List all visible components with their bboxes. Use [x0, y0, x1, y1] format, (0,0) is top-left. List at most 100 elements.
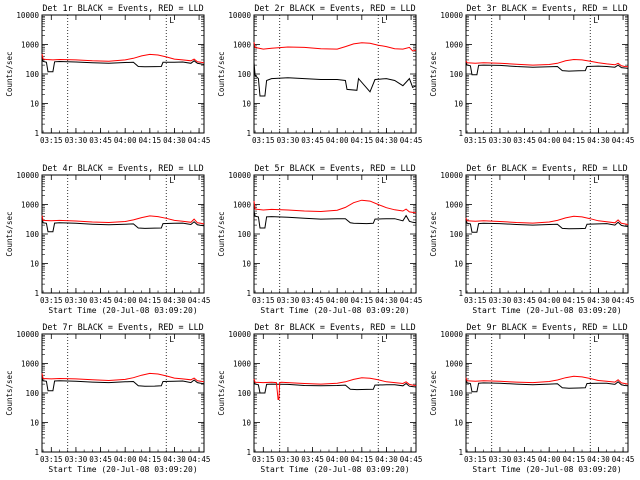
- x-tick-label: 04:15: [563, 136, 586, 145]
- y-tick-label: 100: [25, 389, 39, 398]
- y-tick-label: 100: [449, 70, 463, 79]
- x-axis-label: Start Time (20-Jul-08 03:09:20): [48, 306, 197, 315]
- x-tick-label: 03:30: [277, 296, 300, 305]
- events-series-line: [465, 379, 629, 393]
- y-tick-label: 10000: [228, 11, 251, 20]
- y-tick-label: 10000: [16, 330, 39, 339]
- x-tick-label: 04:30: [375, 136, 398, 145]
- y-axis-label: Counts/sec: [429, 51, 438, 96]
- y-axis-label: Counts/sec: [217, 211, 226, 256]
- x-axis-label: Start Time (20-Jul-08 03:09:20): [472, 306, 621, 315]
- x-axis-label: Start Time (20-Jul-08 03:09:20): [48, 465, 197, 474]
- y-tick-label: 1000: [233, 201, 252, 210]
- x-tick-label: 04:30: [163, 136, 186, 145]
- plot-frame: [465, 333, 629, 453]
- lld-marker: L: [593, 335, 598, 344]
- x-tick-label: 03:15: [464, 455, 487, 464]
- panel-title: Det 3r BLACK = Events, RED = LLD: [466, 3, 627, 13]
- lld-series-line: [41, 372, 205, 383]
- y-tick-label: 10000: [16, 11, 39, 20]
- x-tick-label: 04:30: [587, 136, 610, 145]
- x-tick-label: 03:45: [89, 455, 112, 464]
- x-tick-label: 04:45: [400, 136, 423, 145]
- plot-frame: [465, 174, 629, 294]
- plot-frame: [253, 333, 417, 453]
- x-tick-label: 03:15: [464, 296, 487, 305]
- panel-det-7: Det 7r BLACK = Events, RED = LLD 1 10 100 10…: [5, 322, 210, 474]
- y-tick-label: 100: [237, 70, 251, 79]
- x-tick-label: 03:45: [89, 296, 112, 305]
- panel-title: Det 6r BLACK = Events, RED = LLD: [466, 163, 627, 173]
- x-tick-label: 04:45: [188, 455, 211, 464]
- lld-series-line: [253, 377, 417, 400]
- panel-det-4: Det 4r BLACK = Events, RED = LLD 1 10 100 10…: [5, 163, 210, 315]
- plot-frame: [41, 174, 205, 294]
- y-tick-label: 10: [454, 419, 464, 428]
- y-tick-label: 1: [246, 129, 251, 138]
- panel-title: Det 7r BLACK = Events, RED = LLD: [42, 322, 203, 332]
- y-axis-label: Counts/sec: [5, 51, 14, 96]
- plot-frame: [41, 14, 205, 134]
- x-tick-label: 03:15: [464, 136, 487, 145]
- panel-det-9: Det 9r BLACK = Events, RED = LLD 1 10 100 10…: [429, 322, 634, 474]
- y-axis-label: Counts/sec: [217, 51, 226, 96]
- x-tick-label: 04:00: [326, 455, 349, 464]
- panel-title: Det 2r BLACK = Events, RED = LLD: [254, 3, 415, 13]
- events-series-line: [41, 56, 205, 73]
- y-tick-label: 10000: [228, 171, 251, 180]
- y-tick-label: 1000: [21, 41, 40, 50]
- y-tick-label: 100: [237, 230, 251, 239]
- y-tick-label: 10000: [228, 330, 251, 339]
- panel-det-6: Det 6r BLACK = Events, RED = LLD 1 10 100 10…: [429, 163, 634, 315]
- y-tick-label: 100: [237, 389, 251, 398]
- lld-marker: L: [381, 16, 386, 25]
- x-tick-label: 04:15: [563, 455, 586, 464]
- panel-title: Det 8r BLACK = Events, RED = LLD: [254, 322, 415, 332]
- y-axis-label: Counts/sec: [5, 211, 14, 256]
- y-tick-label: 1: [34, 129, 39, 138]
- y-tick-label: 100: [25, 230, 39, 239]
- x-tick-label: 04:00: [538, 455, 561, 464]
- x-tick-label: 04:45: [188, 136, 211, 145]
- lld-marker: L: [381, 335, 386, 344]
- x-tick-label: 04:15: [139, 455, 162, 464]
- panel-det-3: Det 3r BLACK = Events, RED = LLD 1 10 100 10…: [429, 3, 634, 145]
- x-tick-label: 04:15: [351, 296, 374, 305]
- y-tick-label: 1: [34, 448, 39, 457]
- events-series-line: [465, 219, 629, 233]
- x-tick-label: 03:15: [40, 296, 63, 305]
- x-tick-label: 03:15: [252, 455, 275, 464]
- lld-marker: L: [169, 16, 174, 25]
- x-tick-label: 03:15: [40, 136, 63, 145]
- y-tick-label: 1: [34, 289, 39, 298]
- y-tick-label: 100: [25, 70, 39, 79]
- y-tick-label: 1: [458, 448, 463, 457]
- panel-det-5: Det 5r BLACK = Events, RED = LLD 1 10 100 10…: [217, 163, 422, 315]
- y-tick-label: 10: [454, 260, 464, 269]
- x-tick-label: 04:00: [114, 136, 137, 145]
- x-tick-label: 03:30: [65, 455, 88, 464]
- y-axis-label: Counts/sec: [217, 370, 226, 415]
- lld-series-line: [253, 42, 417, 52]
- y-tick-label: 1000: [21, 201, 40, 210]
- events-series-line: [253, 62, 417, 97]
- x-tick-label: 04:15: [563, 296, 586, 305]
- y-tick-label: 1000: [233, 41, 252, 50]
- plot-frame: [253, 14, 417, 134]
- panel-title: Det 4r BLACK = Events, RED = LLD: [42, 163, 203, 173]
- x-axis-label: Start Time (20-Jul-08 03:09:20): [472, 465, 621, 474]
- panel-det-8: Det 8r BLACK = Events, RED = LLD 1 10 100 10…: [217, 322, 422, 474]
- events-series-line: [253, 210, 417, 229]
- x-tick-label: 04:45: [612, 455, 635, 464]
- y-tick-label: 1: [458, 129, 463, 138]
- x-tick-label: 03:15: [40, 455, 63, 464]
- lld-series-line: [41, 53, 205, 64]
- plot-frame: [41, 333, 205, 453]
- y-tick-label: 1: [246, 289, 251, 298]
- lld-series-line: [465, 375, 629, 385]
- x-tick-label: 03:30: [489, 136, 512, 145]
- y-tick-label: 100: [449, 230, 463, 239]
- x-tick-label: 03:45: [89, 136, 112, 145]
- x-tick-label: 04:00: [114, 455, 137, 464]
